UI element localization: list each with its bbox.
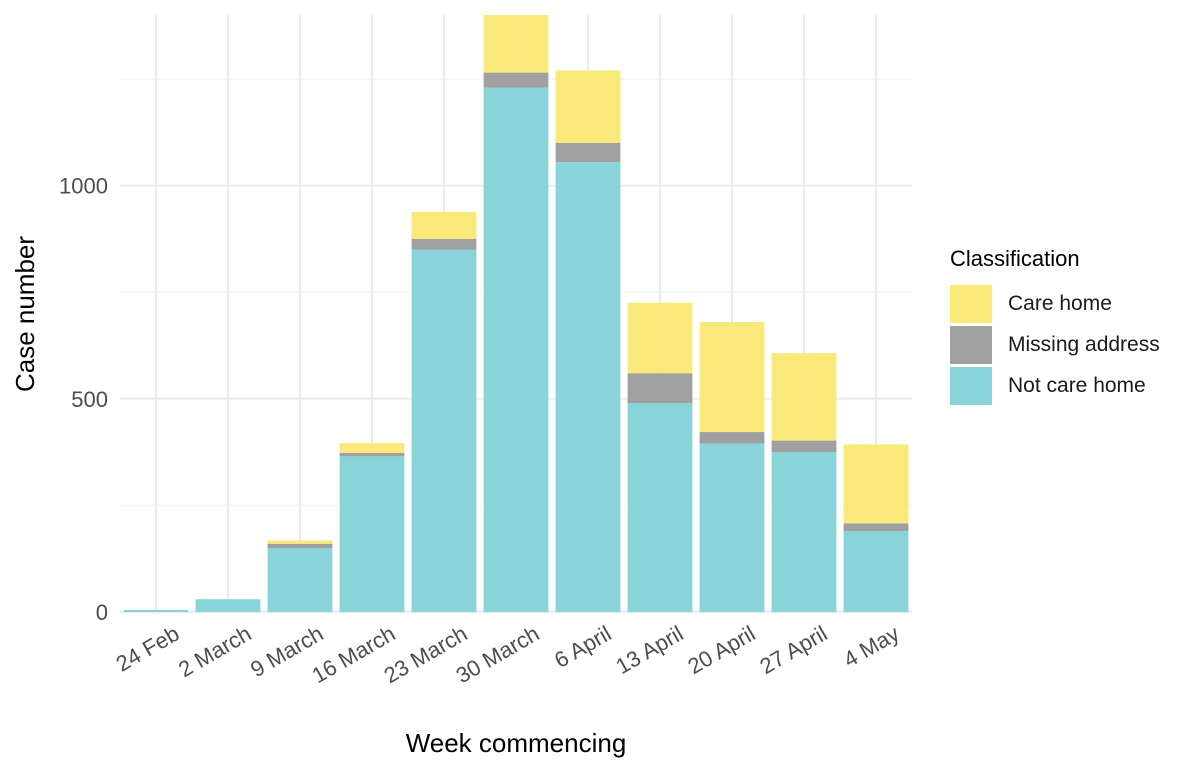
legend-item-not-care-home: Not care home — [950, 365, 1160, 406]
bar-not-care-home — [771, 452, 837, 612]
legend-key-care-home — [950, 284, 992, 323]
bar-missing-address — [339, 452, 405, 457]
bar-missing-address — [555, 142, 621, 163]
bar-missing-address — [843, 523, 909, 531]
bar-missing-address — [267, 543, 333, 549]
legend-key-missing-address — [950, 325, 992, 364]
bar-care-home — [411, 212, 477, 239]
y-tick-label: 500 — [71, 387, 108, 412]
bar-not-care-home — [267, 548, 333, 612]
x-tick-label: 2 March — [174, 621, 255, 682]
legend-item-care-home: Care home — [950, 283, 1160, 324]
bar-not-care-home — [339, 456, 405, 612]
bar-care-home — [771, 353, 837, 441]
x-tick-label: 30 March — [452, 621, 544, 689]
x-tick-label: 27 April — [755, 621, 831, 679]
x-tick-label: 4 May — [839, 621, 903, 673]
bar-not-care-home — [483, 87, 549, 612]
legend-key-not-care-home — [950, 366, 992, 405]
y-tick-label: 0 — [96, 600, 108, 625]
legend-title: Classification — [950, 246, 1080, 271]
legend-label-care-home: Care home — [1008, 291, 1112, 315]
x-tick-label: 6 April — [550, 621, 615, 673]
bar-missing-address — [627, 373, 693, 404]
bar-missing-address — [483, 72, 549, 88]
bar-not-care-home — [699, 443, 765, 612]
y-tick-label: 1000 — [59, 174, 108, 199]
x-tick-label: 20 April — [683, 621, 759, 679]
bar-care-home — [555, 70, 621, 143]
legend-label-missing-address: Missing address — [1008, 332, 1160, 356]
bar-care-home — [267, 540, 333, 544]
bar-care-home — [843, 444, 909, 524]
bar-not-care-home — [411, 249, 477, 613]
bar-missing-address — [411, 238, 477, 250]
legend-label-not-care-home: Not care home — [1008, 373, 1146, 397]
bar-care-home — [627, 302, 693, 374]
bar-missing-address — [771, 440, 837, 453]
bar-not-care-home — [123, 609, 189, 612]
x-axis-title: Week commencing — [406, 728, 627, 758]
bar-not-care-home — [555, 162, 621, 612]
x-tick-label: 13 April — [611, 621, 687, 679]
bar-care-home — [699, 322, 765, 433]
bar-not-care-home — [843, 530, 909, 612]
legend-item-missing-address: Missing address — [950, 324, 1160, 365]
y-axis-title: Case number — [10, 236, 40, 392]
bar-not-care-home — [195, 599, 261, 612]
bar-care-home — [339, 443, 405, 453]
bar-missing-address — [699, 432, 765, 444]
bar-not-care-home — [627, 403, 693, 612]
x-tick-label: 24 Feb — [112, 621, 184, 677]
bar-care-home — [483, 15, 549, 73]
legend: Classification Care home Missing address… — [950, 245, 1160, 406]
